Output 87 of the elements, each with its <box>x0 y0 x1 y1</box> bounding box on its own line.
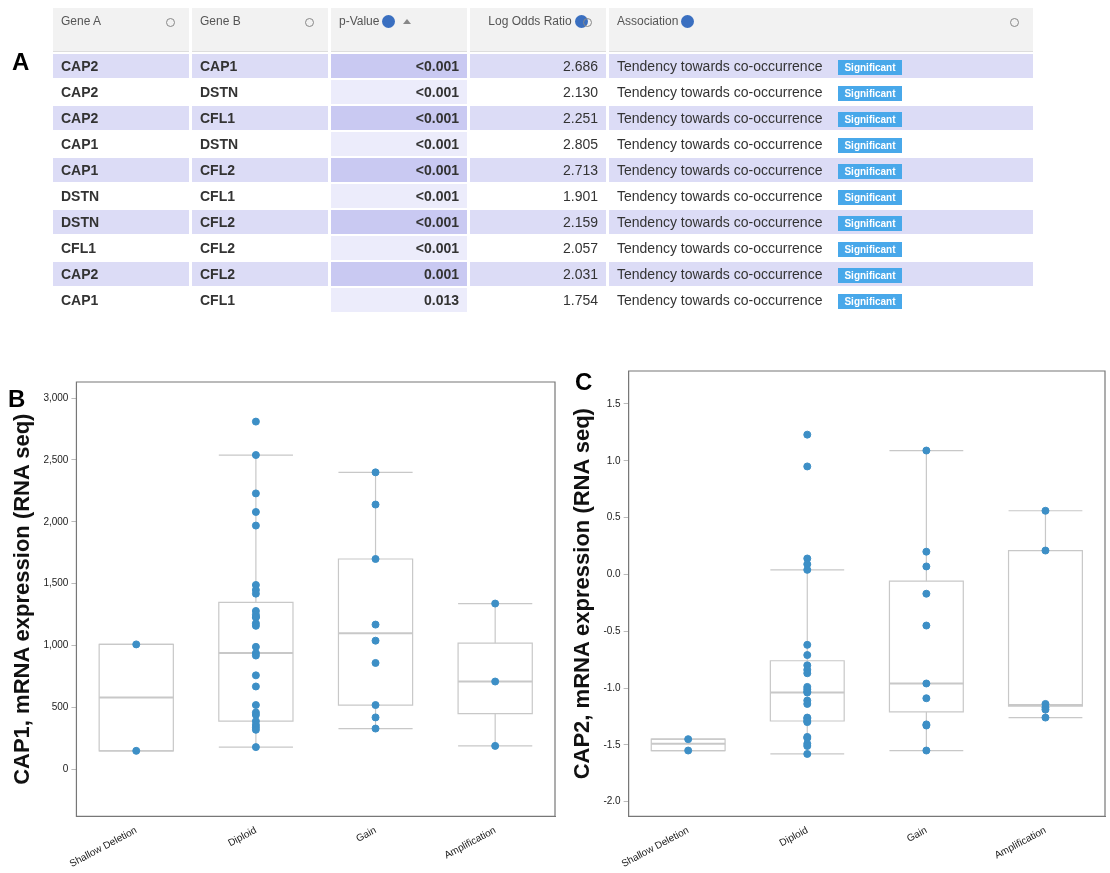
text: Tendency towards co-occurrence <box>617 265 823 282</box>
text: Tendency towards co-occurrence <box>617 291 823 308</box>
text: Tendency towards co-occurrence <box>617 239 823 256</box>
y-tick-label: 2,000 <box>43 515 69 527</box>
text: <0.001 <box>415 240 459 256</box>
y-axis-title: CAP1, mRNA expression (RNA seq) <box>9 413 35 785</box>
text: 2.130 <box>562 84 598 100</box>
text: Tendency towards co-occurrence <box>617 213 823 230</box>
text: 0.013 <box>423 292 459 308</box>
chart-title: B <box>8 385 26 413</box>
text: <0.001 <box>415 58 459 74</box>
text: CFL2 <box>200 162 235 178</box>
category-label: Log Odds Ratio <box>488 14 572 28</box>
text: 2.251 <box>562 110 598 126</box>
text: 2.031 <box>562 266 598 282</box>
text: CAP2 <box>61 266 99 282</box>
text: CAP1 <box>61 292 99 308</box>
text: Tendency towards co-occurrence <box>617 135 823 152</box>
category-label: Association <box>617 14 679 28</box>
text: 2.057 <box>562 240 598 256</box>
y-axis-title: CAP2, mRNA expression (RNA seq) <box>569 408 595 780</box>
text: Significant <box>844 191 896 203</box>
text: DSTN <box>61 214 100 230</box>
text: Significant <box>844 139 896 151</box>
text: 1.754 <box>562 292 598 308</box>
text: DSTN <box>61 188 100 204</box>
text: CFL2 <box>200 240 235 256</box>
category-label: Gene A <box>61 14 102 28</box>
text: Tendency towards co-occurrence <box>617 57 823 74</box>
text: 2.159 <box>562 214 598 230</box>
text: Tendency towards co-occurrence <box>617 109 823 126</box>
y-tick-label: 0.5 <box>606 511 622 523</box>
text: Significant <box>844 295 896 307</box>
text: <0.001 <box>415 214 459 230</box>
y-tick-label: 1.0 <box>606 454 622 466</box>
category-label: p-Value <box>339 14 380 28</box>
text: Tendency towards co-occurrence <box>617 83 823 100</box>
text: <0.001 <box>415 136 459 152</box>
text: CAP2 <box>61 110 99 126</box>
category-label: Gene B <box>200 14 241 28</box>
y-tick-label: 1.5 <box>606 397 622 409</box>
text: 2.805 <box>562 136 598 152</box>
text: CFL1 <box>200 292 235 308</box>
text: CAP2 <box>61 84 99 100</box>
text: DSTN <box>200 84 239 100</box>
y-tick-label: -0.5 <box>603 624 622 636</box>
text: 2.686 <box>562 58 598 74</box>
text: Tendency towards co-occurrence <box>617 161 823 178</box>
text: CFL2 <box>200 266 235 282</box>
text: CAP1 <box>200 58 238 74</box>
y-tick-label: 3,000 <box>43 391 69 403</box>
text: Significant <box>844 269 896 281</box>
text: Significant <box>844 217 896 229</box>
text: Significant <box>844 113 896 125</box>
text: CFL1 <box>200 188 235 204</box>
y-tick-label: 0 <box>62 763 69 775</box>
y-tick-label: 500 <box>51 701 69 713</box>
y-tick-label: -1.0 <box>603 681 622 693</box>
y-tick-label: 2,500 <box>43 453 69 465</box>
text: CFL2 <box>200 214 235 230</box>
y-tick-label: 1,500 <box>43 577 69 589</box>
text: Significant <box>844 87 896 99</box>
text: Significant <box>844 165 896 177</box>
text: DSTN <box>200 136 239 152</box>
y-tick-label: -2.0 <box>603 795 622 807</box>
text: CAP2 <box>61 58 99 74</box>
text: 1.901 <box>562 188 598 204</box>
text: A <box>12 48 30 76</box>
y-tick-label: -1.5 <box>603 738 622 750</box>
text: CFL1 <box>61 240 96 256</box>
text: <0.001 <box>415 84 459 100</box>
text: Significant <box>844 243 896 255</box>
chart-title: C <box>575 368 593 396</box>
text: 2.713 <box>562 162 598 178</box>
y-tick-label: 1,000 <box>43 639 69 651</box>
x-tick-label: Gain <box>904 824 929 844</box>
text: CAP1 <box>61 136 99 152</box>
text: Tendency towards co-occurrence <box>617 187 823 204</box>
y-tick-label: 0.0 <box>606 568 622 580</box>
x-tick-label: Gain <box>353 824 378 844</box>
text: Significant <box>844 61 896 73</box>
text: <0.001 <box>415 162 459 178</box>
text: CFL1 <box>200 110 235 126</box>
text: <0.001 <box>415 188 459 204</box>
text: <0.001 <box>415 110 459 126</box>
text: 0.001 <box>423 266 459 282</box>
text: CAP1 <box>61 162 99 178</box>
